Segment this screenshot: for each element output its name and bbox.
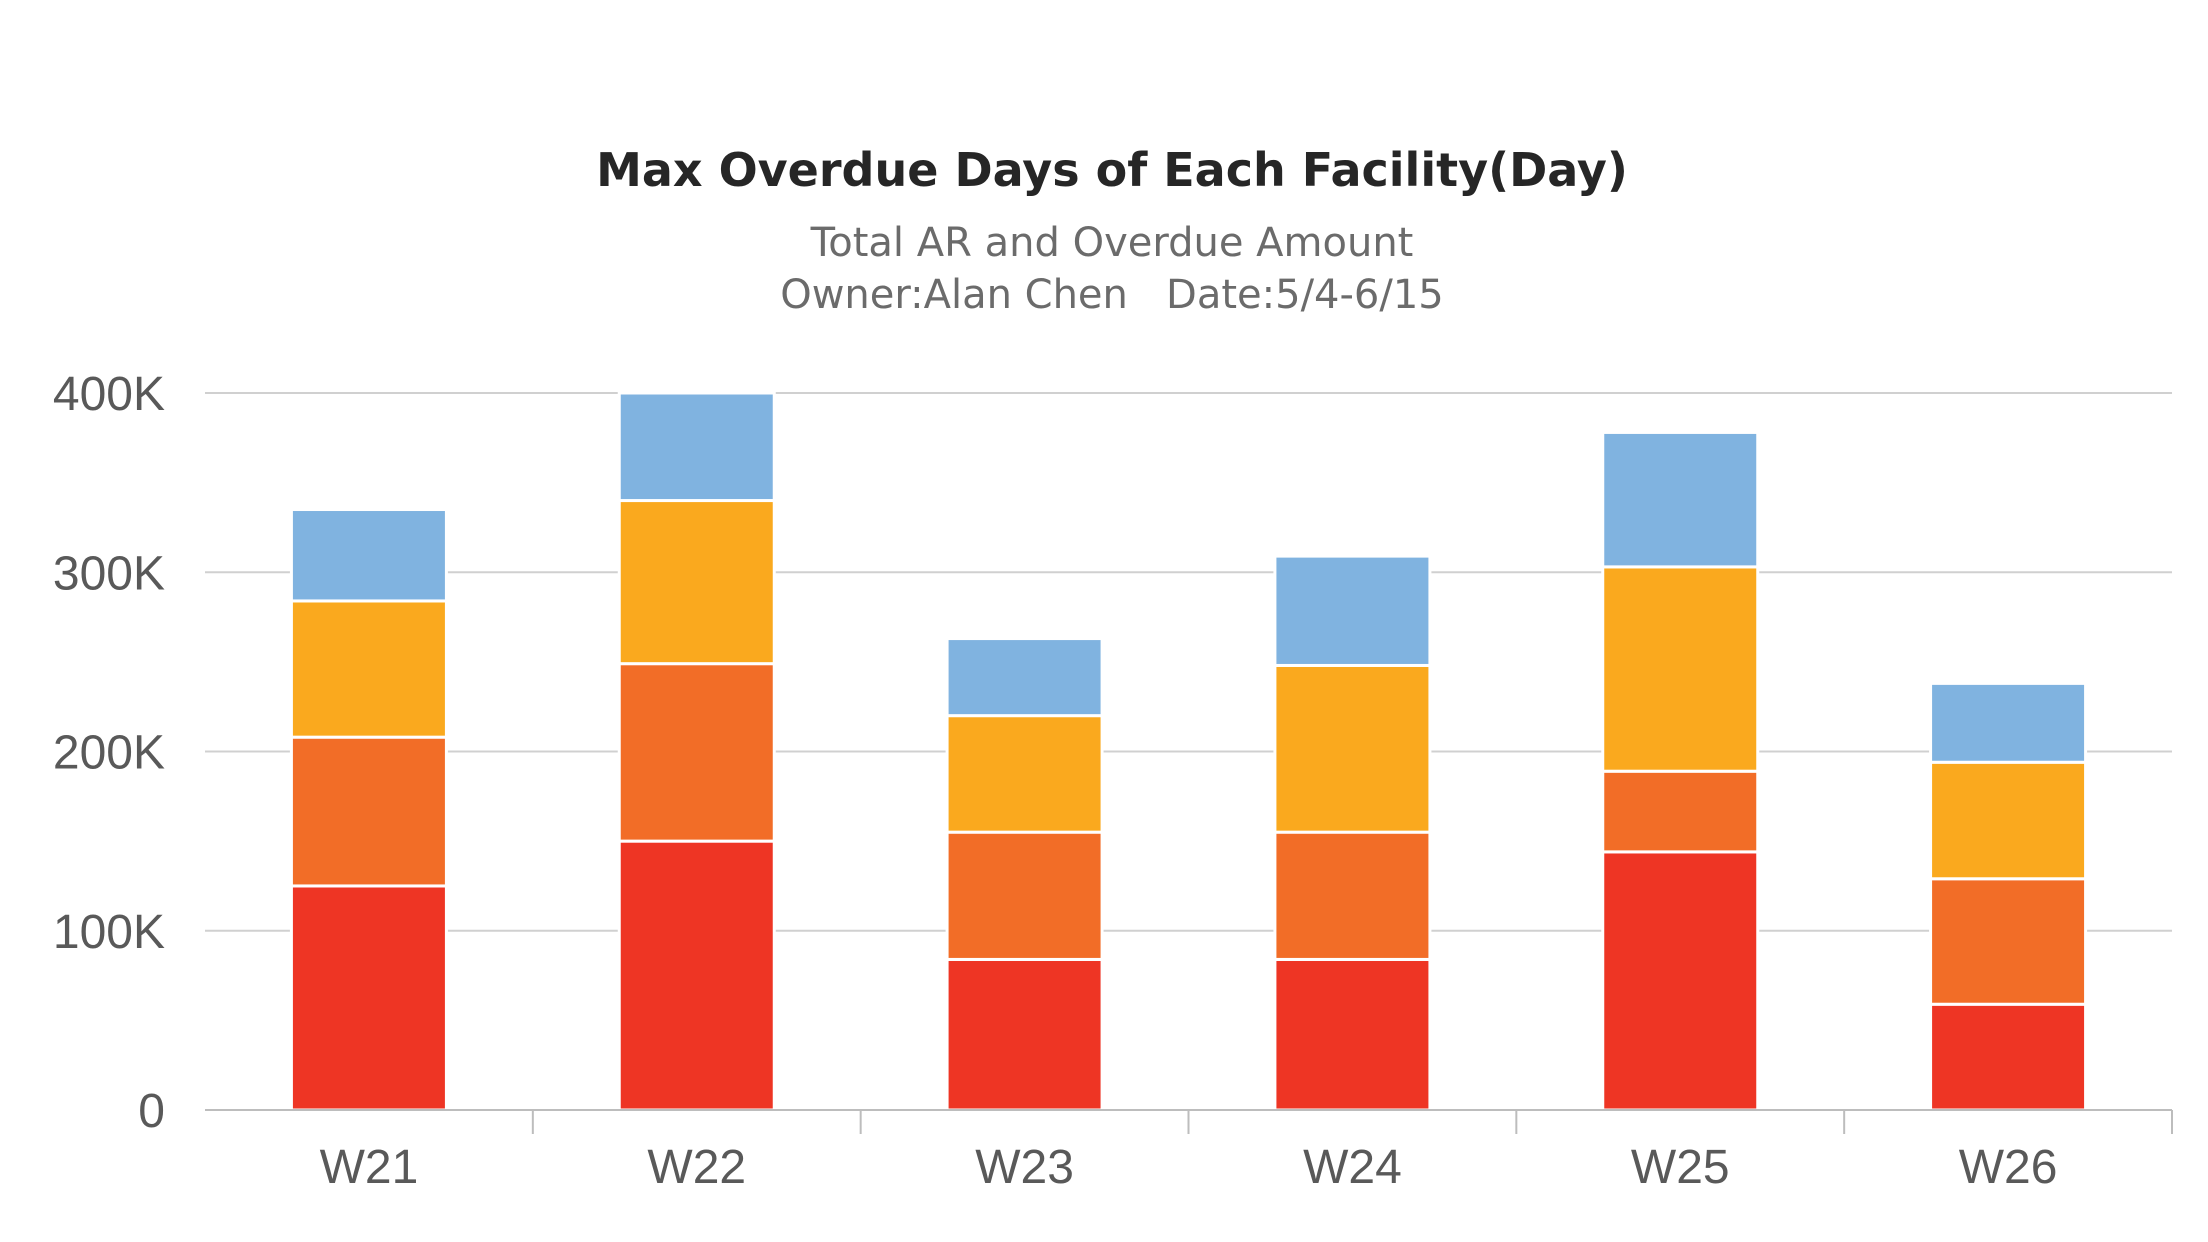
bar-segment [1601,769,1760,854]
y-tick-label: 100K [53,906,165,959]
chart-subtitle-line-1: Total AR and Overdue Amount [810,220,1414,266]
bar-segment [289,884,448,1112]
bar-segment [1273,663,1432,834]
bar-segment [1601,565,1760,773]
bar-segment [617,499,776,666]
bar-segment [1273,554,1432,667]
y-tick-label: 300K [53,547,165,600]
x-tick-label: W22 [647,1141,746,1194]
x-tick-label: W21 [320,1141,419,1194]
gridlines [205,392,2172,932]
bar-segment [1601,850,1760,1112]
x-tick-label: W26 [1959,1141,2058,1194]
bar-segment [945,957,1104,1112]
chart-title: Max Overdue Days of Each Facility(Day) [596,143,1628,197]
x-axis-tick-labels: W21 W22 W23 W24 W25 W26 [320,1141,2058,1194]
x-tick-label: W24 [1303,1141,1402,1194]
bar-segment [1273,957,1432,1112]
y-tick-label: 400K [53,368,165,421]
bar-segment [617,391,776,503]
bar-segment [1929,760,2088,881]
y-tick-label: 200K [53,727,165,780]
bar-segment [289,599,448,739]
y-tick-label: 0 [138,1085,165,1138]
y-axis-tick-labels: 0 100K 200K 300K 400K [53,368,165,1138]
x-tick-label: W25 [1631,1141,1730,1194]
bar-segment [1929,1002,2088,1112]
bar-segment [289,735,448,888]
bar-segment [945,637,1104,718]
bar-segment [1601,430,1760,569]
chart-subtitle-line-2: Owner:Alan Chen Date:5/4-6/15 [780,272,1444,318]
bar-segment [945,830,1104,961]
bar-segment [1929,877,2088,1006]
bar-segment [1273,830,1432,961]
bar-segment [289,508,448,603]
bar-segment [617,839,776,1112]
bars [289,391,2088,1112]
bar-segment [617,662,776,843]
x-tick-label: W23 [975,1141,1074,1194]
bar-segment [1929,681,2088,764]
bar-segment [945,714,1104,834]
x-axis [205,1109,2173,1134]
